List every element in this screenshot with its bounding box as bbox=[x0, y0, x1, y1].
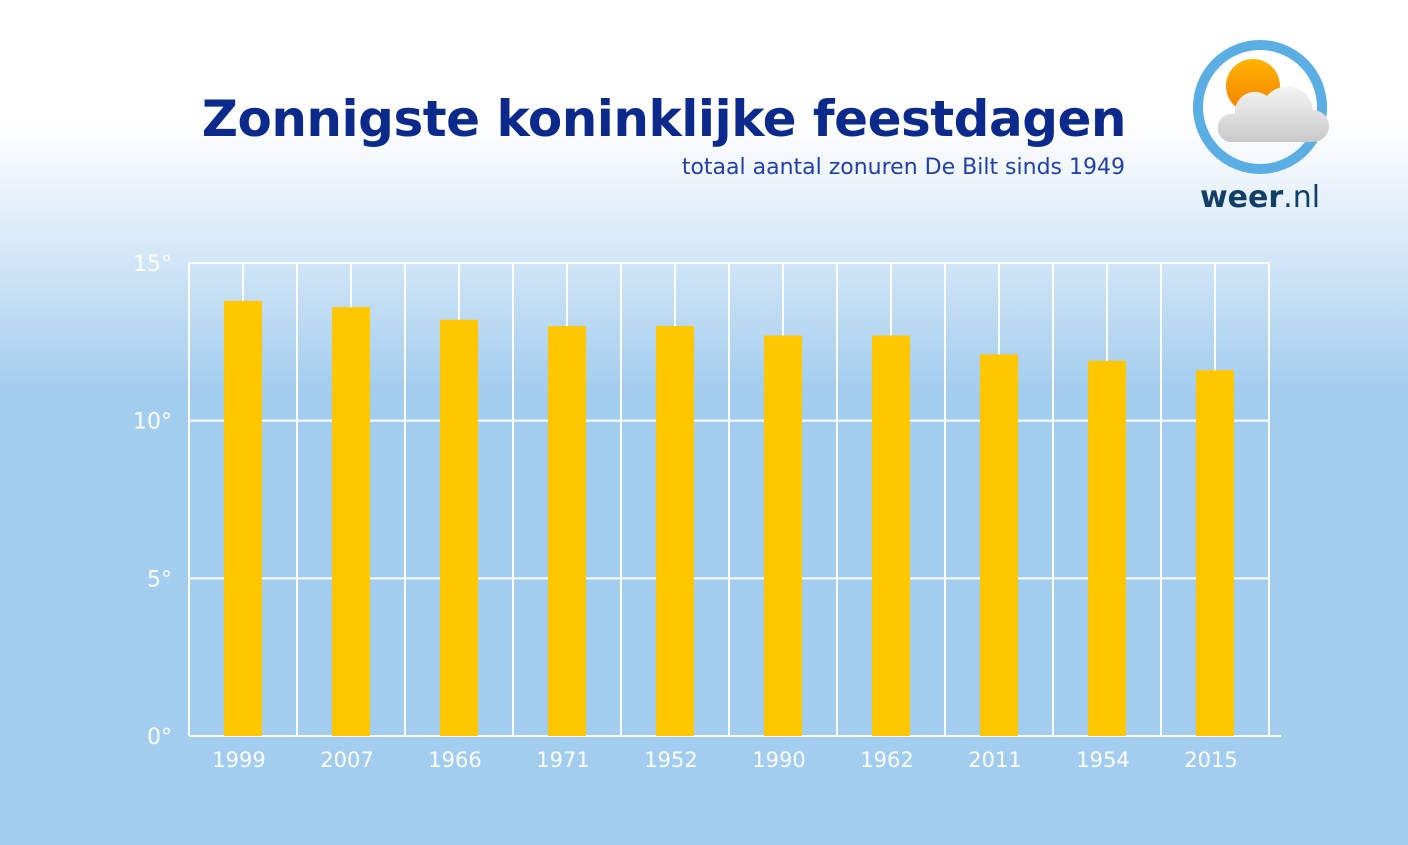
x-tick-label: 1966 bbox=[428, 748, 481, 772]
bar-1966 bbox=[440, 319, 478, 736]
sun-behind-cloud-icon bbox=[1193, 40, 1329, 174]
x-tick-label: 1971 bbox=[536, 748, 589, 772]
x-tick-label: 1962 bbox=[860, 748, 913, 772]
bar-1954 bbox=[1088, 360, 1126, 736]
bar-2007 bbox=[332, 307, 370, 736]
x-tick-label: 2011 bbox=[968, 748, 1021, 772]
bar-1962 bbox=[872, 335, 910, 736]
bar-1971 bbox=[548, 326, 586, 736]
x-tick-label: 2007 bbox=[320, 748, 373, 772]
y-tick-label: 5° bbox=[147, 567, 172, 592]
bar-2011 bbox=[980, 354, 1018, 736]
y-tick-label: 15° bbox=[133, 252, 172, 277]
x-axis-ticks: 1999 2007 1966 1971 1952 1990 1962 2011 1954 2015 bbox=[212, 748, 1237, 772]
x-tick-label: 2015 bbox=[1184, 748, 1237, 772]
logo-wordmark: weer.nl bbox=[1185, 180, 1335, 215]
chart-title: Zonnigste koninklijke feestdagen bbox=[201, 90, 1127, 148]
x-tick-label: 1990 bbox=[752, 748, 805, 772]
weer-nl-logo[interactable]: weer.nl bbox=[1185, 34, 1335, 216]
y-tick-label: 10° bbox=[133, 410, 172, 435]
x-tick-label: 1952 bbox=[644, 748, 697, 772]
y-axis-ticks: 0° 5° 10° 15° bbox=[133, 252, 172, 750]
chart-bars bbox=[224, 300, 1234, 736]
bar-1999 bbox=[224, 300, 262, 736]
bar-2015 bbox=[1196, 370, 1234, 736]
x-tick-label: 1999 bbox=[212, 748, 265, 772]
x-tick-label: 1954 bbox=[1076, 748, 1129, 772]
bar-1990 bbox=[764, 335, 802, 736]
bar-1952 bbox=[656, 326, 694, 736]
chart-subtitle: totaal aantal zonuren De Bilt sinds 1949 bbox=[681, 155, 1125, 180]
logo-brand: weer bbox=[1199, 180, 1284, 215]
logo-tld: .nl bbox=[1283, 180, 1321, 215]
y-tick-label: 0° bbox=[147, 725, 172, 750]
